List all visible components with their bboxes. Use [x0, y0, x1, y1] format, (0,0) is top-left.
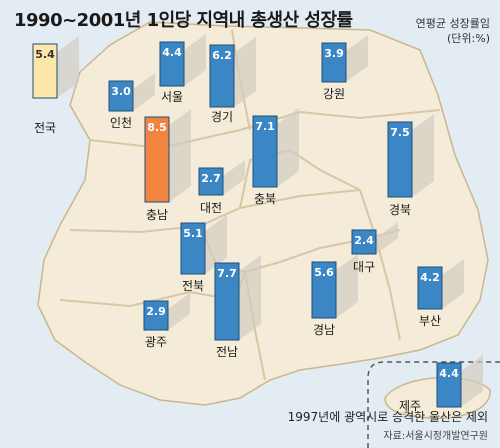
bar-value-전남: 7.7 — [217, 267, 237, 280]
region-label-경남: 경남 — [313, 323, 335, 337]
region-label-강원: 강원 — [323, 87, 345, 101]
bar-shadow — [239, 255, 261, 340]
region-label-부산: 부산 — [419, 314, 441, 328]
region-label-충남: 충남 — [146, 208, 168, 222]
bar-shadow — [184, 34, 206, 86]
bar-shadow — [336, 254, 358, 318]
bar-충남 — [144, 116, 170, 203]
bar-광주 — [143, 300, 169, 331]
bar-shadow — [234, 37, 256, 107]
bar-shadow — [57, 36, 79, 98]
bar-대구 — [351, 229, 377, 255]
region-label-경북: 경북 — [389, 203, 411, 217]
bar-shadow — [277, 108, 299, 187]
unit-note-line1: 연평균 성장률임 — [415, 17, 490, 30]
mainland — [37, 21, 489, 406]
bar-value-강원: 3.9 — [324, 47, 344, 60]
bar-value-충남: 8.5 — [147, 121, 167, 134]
bar-value-부산: 4.2 — [420, 271, 440, 284]
bar-서울 — [159, 41, 185, 87]
bar-value-전국: 5.4 — [35, 48, 55, 61]
region-label-제주: 제주 — [399, 399, 421, 413]
bar-value-광주: 2.9 — [146, 305, 166, 318]
bar-shadow — [442, 259, 464, 309]
chart-title: 1990~2001년 1인당 지역내 총생산 성장률 — [14, 10, 353, 31]
unit-note-line2: (단위:%) — [447, 32, 490, 45]
region-label-전국: 전국 — [34, 121, 56, 135]
bar-shadow — [169, 109, 191, 202]
bar-shadow — [168, 293, 190, 330]
bar-전국 — [32, 43, 58, 99]
bar-shadow — [133, 73, 155, 111]
bar-전북 — [180, 222, 206, 275]
region-label-대전: 대전 — [200, 201, 222, 215]
bar-경남 — [311, 261, 337, 319]
bar-경북 — [387, 121, 413, 198]
bar-value-대구: 2.4 — [354, 234, 374, 247]
bar-value-서울: 4.4 — [162, 46, 182, 59]
bar-부산 — [417, 266, 443, 310]
bar-shadow — [376, 222, 398, 254]
region-label-인천: 인천 — [110, 115, 132, 130]
bar-shadows — [57, 34, 483, 407]
region-label-전북: 전북 — [182, 279, 204, 293]
region-label-경기: 경기 — [211, 110, 233, 124]
bar-전남 — [214, 262, 240, 341]
unit-note: 연평균 성장률임 (단위:%) — [416, 16, 490, 46]
bar-value-대전: 2.7 — [201, 172, 221, 185]
bar-group: 5.4 전국 3.0 인천 4.4 서울 6.2 경기 3.9 강원 8.5 충남 2.7 대전 7.1 충북… — [32, 41, 462, 413]
region-label-대구: 대구 — [353, 260, 375, 274]
bar-강원 — [321, 42, 347, 83]
region-label-충북: 충북 — [254, 192, 276, 206]
bar-shadow — [412, 114, 434, 197]
region-label-광주: 광주 — [145, 335, 167, 349]
footer: 1997년에 광역시로 승격한 울산은 제외 자료:서울시정개발연구원 — [288, 408, 488, 442]
footer-note: 1997년에 광역시로 승격한 울산은 제외 — [287, 410, 488, 424]
bar-value-경남: 5.6 — [314, 266, 334, 279]
region-label-서울: 서울 — [161, 90, 183, 104]
bar-value-제주: 4.4 — [439, 367, 459, 380]
bar-shadow — [461, 355, 483, 407]
jeju-inset-line — [367, 361, 500, 448]
bar-value-전북: 5.1 — [183, 227, 203, 240]
bar-value-충북: 7.1 — [255, 120, 275, 133]
bar-대전 — [198, 167, 224, 196]
bar-충북 — [252, 115, 278, 188]
bar-제주 — [436, 362, 462, 408]
source-note: 자료:서울시정개발연구원 — [383, 431, 488, 442]
bar-shadow — [223, 160, 245, 195]
bar-value-경북: 7.5 — [390, 126, 410, 139]
bar-인천 — [108, 80, 134, 112]
bar-value-인천: 3.0 — [111, 85, 131, 98]
bar-value-경기: 6.2 — [212, 49, 232, 62]
bar-shadow — [205, 215, 227, 274]
bar-shadow — [346, 35, 368, 82]
bar-경기 — [209, 44, 235, 108]
region-label-전남: 전남 — [216, 345, 238, 359]
